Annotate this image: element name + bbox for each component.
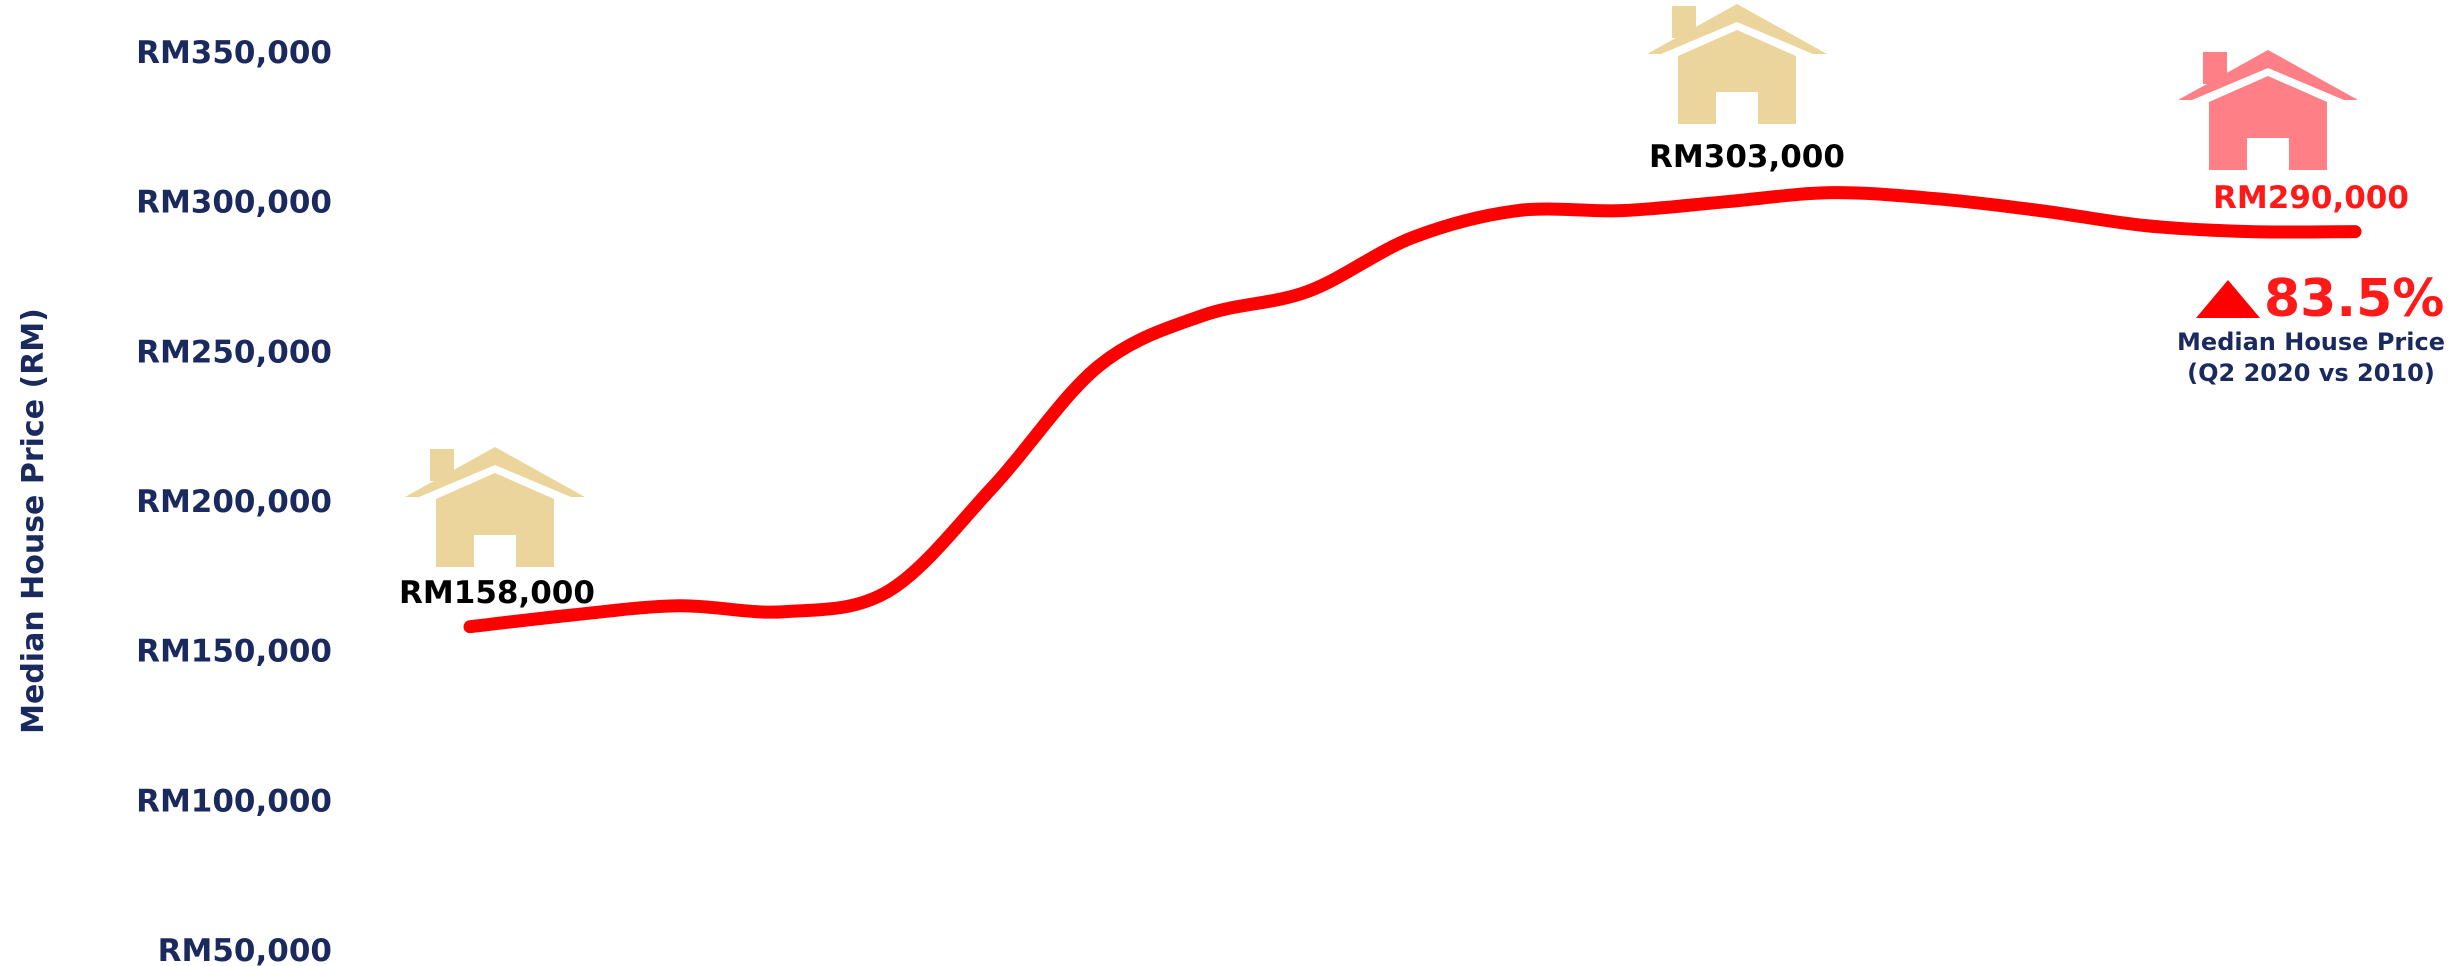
change-note-line2: (Q2 2020 vs 2010) [2187,359,2435,387]
data-label: RM290,000 [2213,180,2409,216]
y-tick-label: RM300,000 [136,185,332,221]
median-price-line [463,186,2362,634]
y-axis-ticks: RM350,000 RM300,000 RM250,000 RM200,000 RM15… [136,35,332,966]
y-axis-label: Median House Price (RM) [16,308,51,734]
up-triangle-icon [2196,280,2260,318]
point-annotations: RM158,000 RM303,000 RM290,000 [399,4,2409,611]
y-tick-label: RM50,000 [158,933,332,966]
data-label: RM158,000 [399,575,595,611]
house-icon [1647,4,1827,124]
house-icon [405,447,585,567]
house-icon [2178,50,2358,170]
change-note-line1: Median House Price [2177,328,2445,356]
y-tick-label: RM350,000 [136,35,332,71]
y-tick-label: RM100,000 [136,783,332,819]
data-label: RM303,000 [1649,139,1845,175]
y-tick-label: RM200,000 [136,484,332,520]
y-tick-label: RM250,000 [136,334,332,370]
y-tick-label: RM150,000 [136,634,332,670]
price-change-callout: 83.5% Median House Price (Q2 2020 vs 201… [2177,269,2445,387]
change-percent: 83.5% [2264,269,2444,329]
